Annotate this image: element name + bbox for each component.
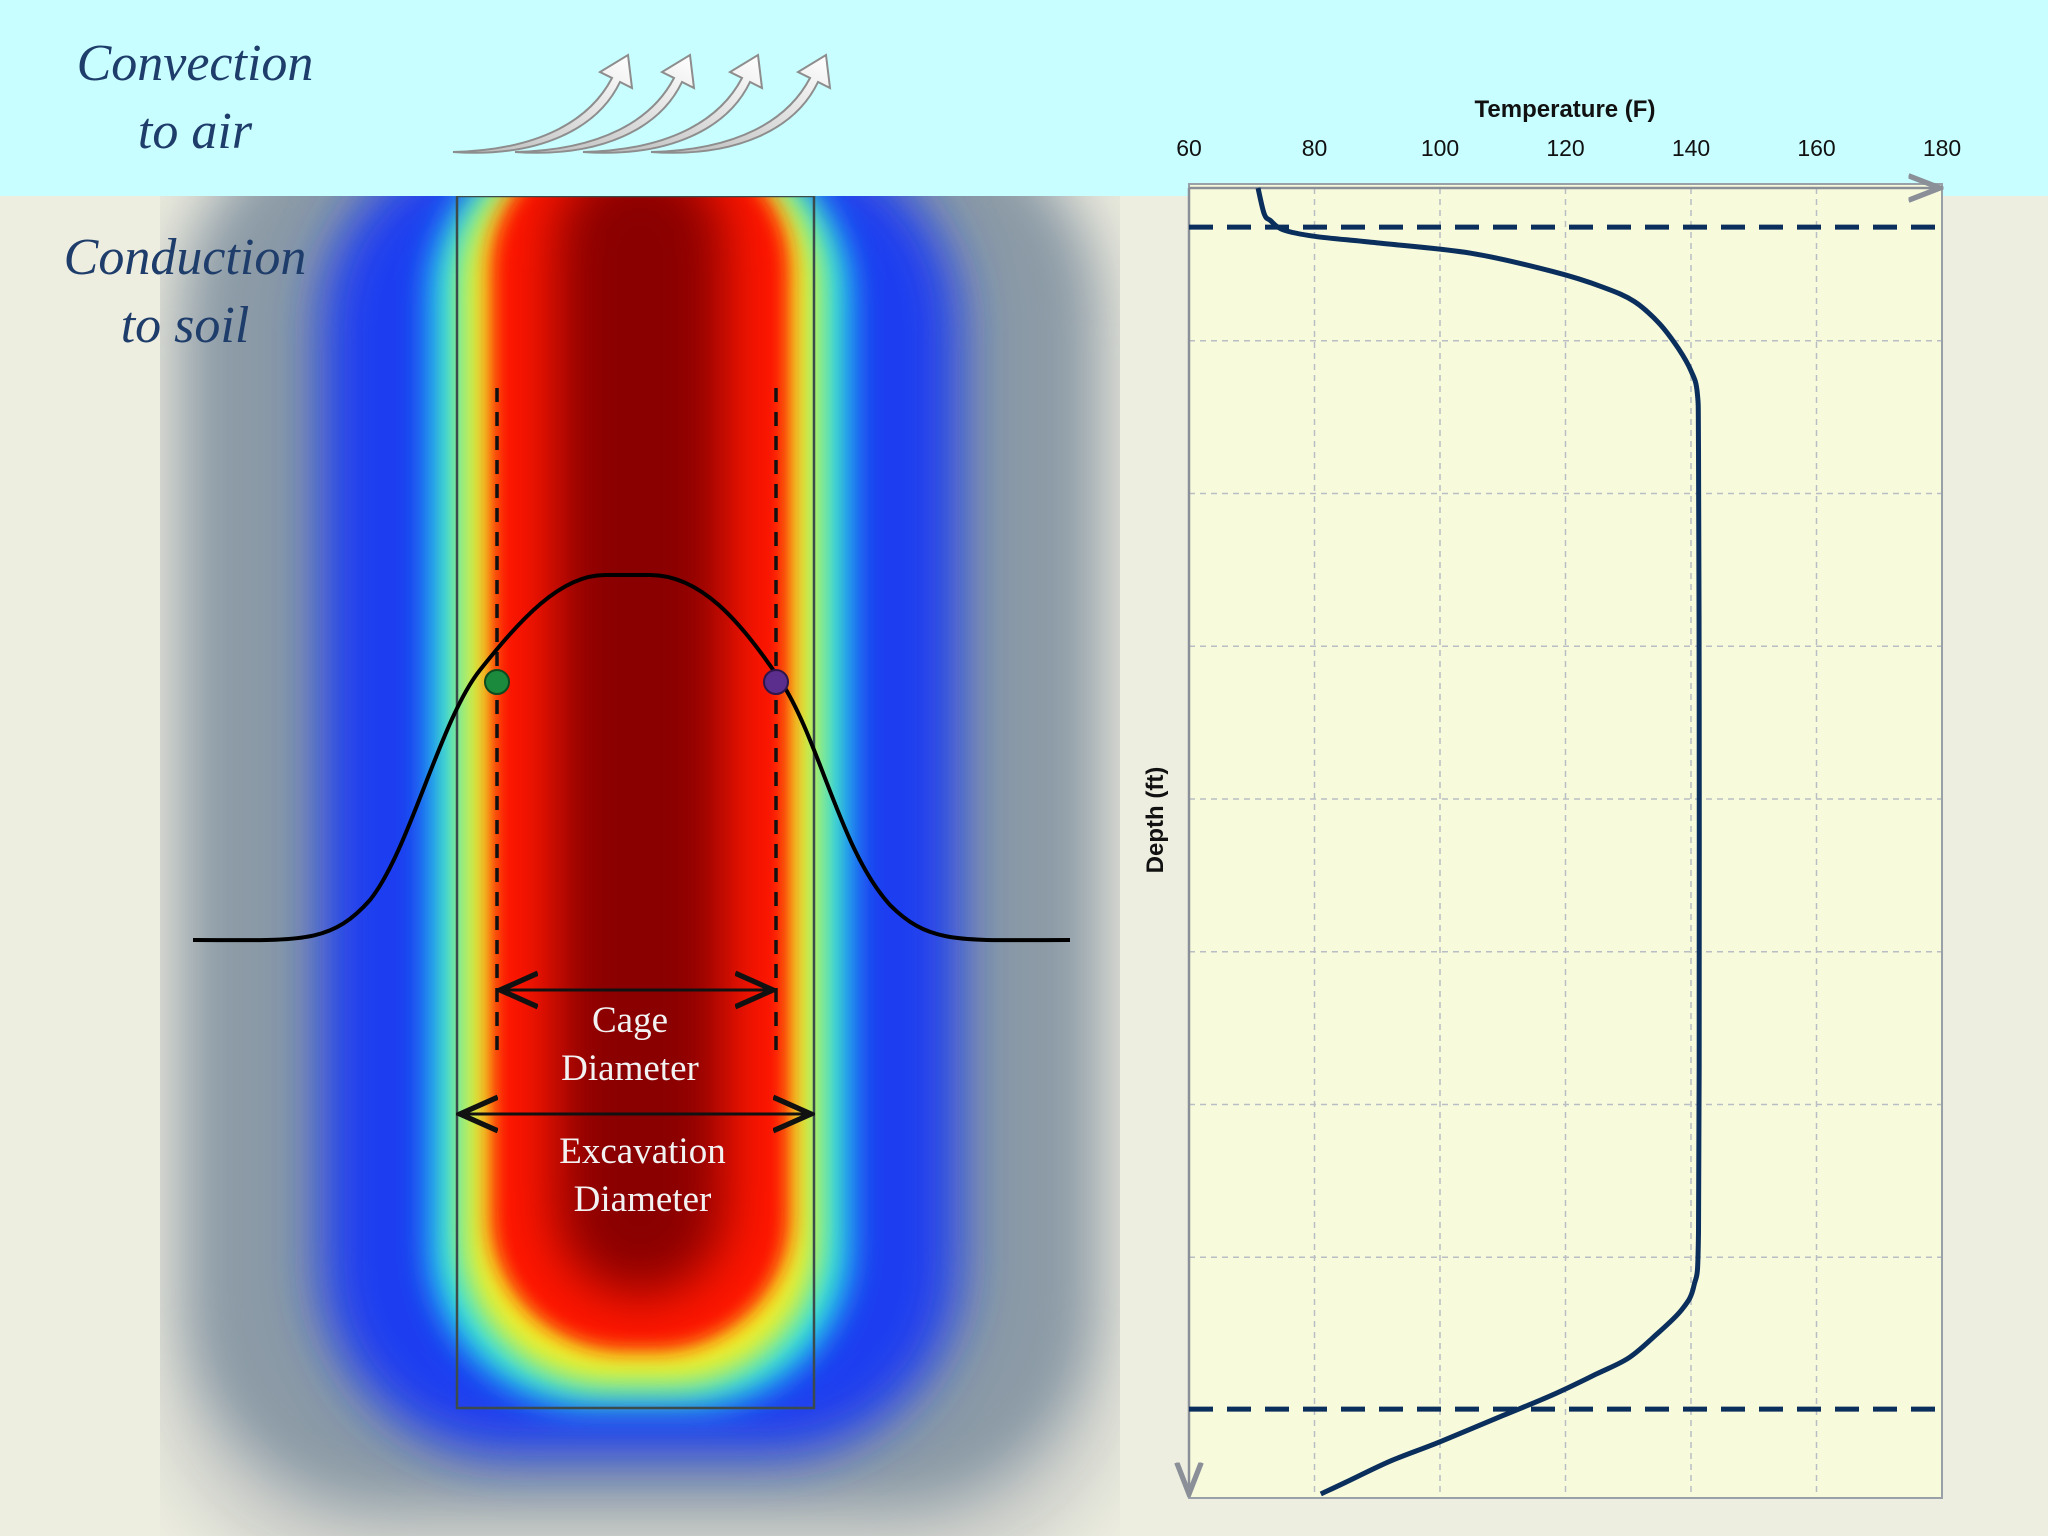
radial-temperature-curve xyxy=(192,573,1071,943)
x-tick-label: 140 xyxy=(1672,135,1710,161)
cage-diameter-label: Cage Diameter xyxy=(520,997,740,1093)
conduction-label-line1: Conduction xyxy=(63,229,307,286)
excavation-outline xyxy=(455,196,816,1410)
x-tick-label: 100 xyxy=(1421,135,1459,161)
convection-arrow-4 xyxy=(650,53,832,154)
convection-label: Convection to air xyxy=(40,30,350,166)
conduction-label: Conduction to soil xyxy=(30,224,340,360)
excavation-diameter-label: Excavation Diameter xyxy=(520,1128,765,1224)
x-tick-label: 180 xyxy=(1923,135,1961,161)
cage-label-line1: Cage xyxy=(591,1000,669,1041)
cage-label-line2: Diameter xyxy=(561,1048,699,1089)
x-tick-label: 60 xyxy=(1176,135,1202,161)
convection-arrow-3 xyxy=(582,53,764,154)
x-tick-label: 120 xyxy=(1546,135,1584,161)
x-tick-label: 80 xyxy=(1302,135,1328,161)
reference-lines xyxy=(1189,224,1942,1412)
excavation-label-line1: Excavation xyxy=(559,1131,726,1172)
convection-arrow-1 xyxy=(452,53,634,154)
convection-label-line1: Convection xyxy=(76,35,314,92)
x-tick-label: 160 xyxy=(1797,135,1835,161)
grid-lines xyxy=(1189,188,1942,1494)
x-tick-labels: 60 80 100 120 140 160 180 xyxy=(1176,135,1961,161)
excavation-label-line2: Diameter xyxy=(573,1179,712,1220)
y-axis-title: Depth (ft) xyxy=(1142,767,1169,874)
cage-marker-left xyxy=(484,669,510,695)
series-line xyxy=(1255,187,1702,1497)
convection-label-line2: to air xyxy=(137,103,253,160)
x-axis-title: Temperature (F) xyxy=(1475,96,1656,123)
convection-arrow-2 xyxy=(514,53,696,154)
hot-core xyxy=(555,196,725,1296)
conduction-label-line2: to soil xyxy=(120,297,250,354)
convection-arrows xyxy=(452,53,832,154)
air-region xyxy=(0,0,2048,196)
cage-marker-right xyxy=(763,669,789,695)
